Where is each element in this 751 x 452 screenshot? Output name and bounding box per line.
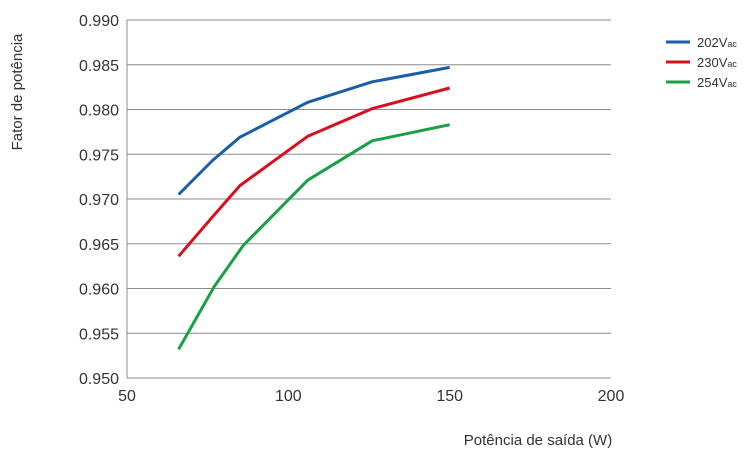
- series-layer: [177, 65, 451, 351]
- legend-label-subscript: ac: [727, 59, 737, 69]
- legend-label: 202Vac: [697, 35, 737, 50]
- y-axis-label: Fator de potência: [9, 33, 26, 150]
- grid: [126, 19, 611, 379]
- series-line-230Vac: [177, 86, 451, 258]
- x-axis-label: Potência de saída (W): [464, 432, 612, 449]
- legend-label-main: 230V: [697, 55, 728, 70]
- legend-label-subscript: ac: [727, 79, 737, 89]
- legend-label: 254Vac: [697, 75, 737, 90]
- x-tick-label: 200: [598, 388, 625, 405]
- y-tick-label: 0.955: [79, 326, 119, 343]
- y-tick-label: 0.970: [79, 192, 119, 209]
- y-tick-label: 0.990: [79, 13, 119, 30]
- ticks: 0.950 0.955 0.960 0.965 0.970 0.975 0.980 0.985…: [79, 13, 624, 405]
- series-line-254Vac: [177, 123, 451, 351]
- x-tick-label: 100: [275, 388, 302, 405]
- y-tick-label: 0.985: [79, 58, 119, 75]
- x-tick-label: 50: [118, 388, 136, 405]
- y-tick-label: 0.965: [79, 237, 119, 254]
- y-tick-label: 0.980: [79, 103, 119, 120]
- x-tick-label: 150: [436, 388, 463, 405]
- legend-label: 230Vac: [697, 55, 737, 70]
- series-line-202Vac: [177, 65, 450, 196]
- y-tick-label: 0.950: [79, 371, 119, 388]
- y-tick-label: 0.975: [79, 147, 119, 164]
- y-tick-label: 0.960: [79, 282, 119, 299]
- legend-label-subscript: ac: [727, 39, 737, 49]
- legend-label-main: 202V: [697, 35, 728, 50]
- legend-label-main: 254V: [697, 75, 728, 90]
